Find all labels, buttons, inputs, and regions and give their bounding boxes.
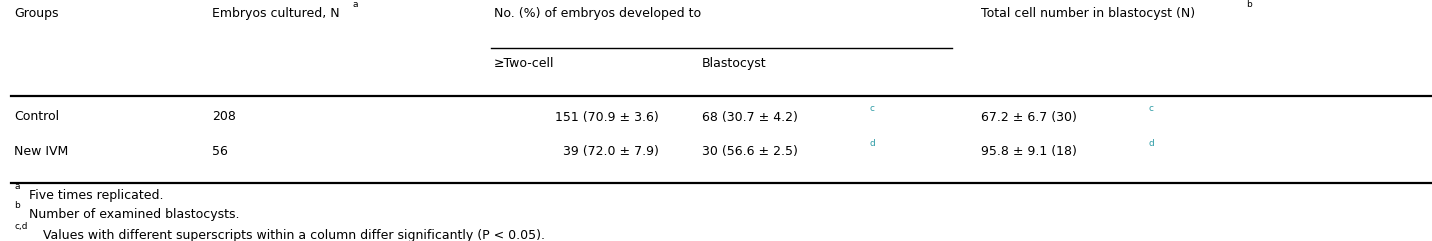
Text: No. (%) of embryos developed to: No. (%) of embryos developed to (494, 7, 702, 20)
Text: Groups: Groups (14, 7, 59, 20)
Text: a: a (14, 182, 20, 191)
Text: Control: Control (14, 111, 60, 123)
Text: c: c (1148, 104, 1153, 113)
Text: b: b (1246, 0, 1252, 9)
Text: 95.8 ± 9.1 (18): 95.8 ± 9.1 (18) (981, 146, 1077, 158)
Text: Values with different superscripts within a column differ significantly (P < 0.0: Values with different superscripts withi… (43, 229, 546, 241)
Text: New IVM: New IVM (14, 146, 69, 158)
Text: c: c (869, 104, 874, 113)
Text: 56: 56 (212, 146, 228, 158)
Text: Total cell number in blastocyst (N): Total cell number in blastocyst (N) (981, 7, 1196, 20)
Text: Embryos cultured, N: Embryos cultured, N (212, 7, 339, 20)
Text: Five times replicated.: Five times replicated. (29, 189, 163, 202)
Text: 151 (70.9 ± 3.6): 151 (70.9 ± 3.6) (556, 111, 659, 123)
Text: d: d (869, 139, 875, 148)
Text: d: d (1148, 139, 1154, 148)
Text: 39 (72.0 ± 7.9): 39 (72.0 ± 7.9) (563, 146, 659, 158)
Text: c,d: c,d (14, 222, 27, 231)
Text: Blastocyst: Blastocyst (702, 58, 766, 70)
Text: 30 (56.6 ± 2.5): 30 (56.6 ± 2.5) (702, 146, 798, 158)
Text: 67.2 ± 6.7 (30): 67.2 ± 6.7 (30) (981, 111, 1077, 123)
Text: a: a (352, 0, 358, 9)
Text: Number of examined blastocysts.: Number of examined blastocysts. (29, 208, 239, 221)
Text: 68 (30.7 ± 4.2): 68 (30.7 ± 4.2) (702, 111, 798, 123)
Text: b: b (14, 201, 20, 210)
Text: ≥Two-cell: ≥Two-cell (494, 58, 554, 70)
Text: 208: 208 (212, 111, 236, 123)
